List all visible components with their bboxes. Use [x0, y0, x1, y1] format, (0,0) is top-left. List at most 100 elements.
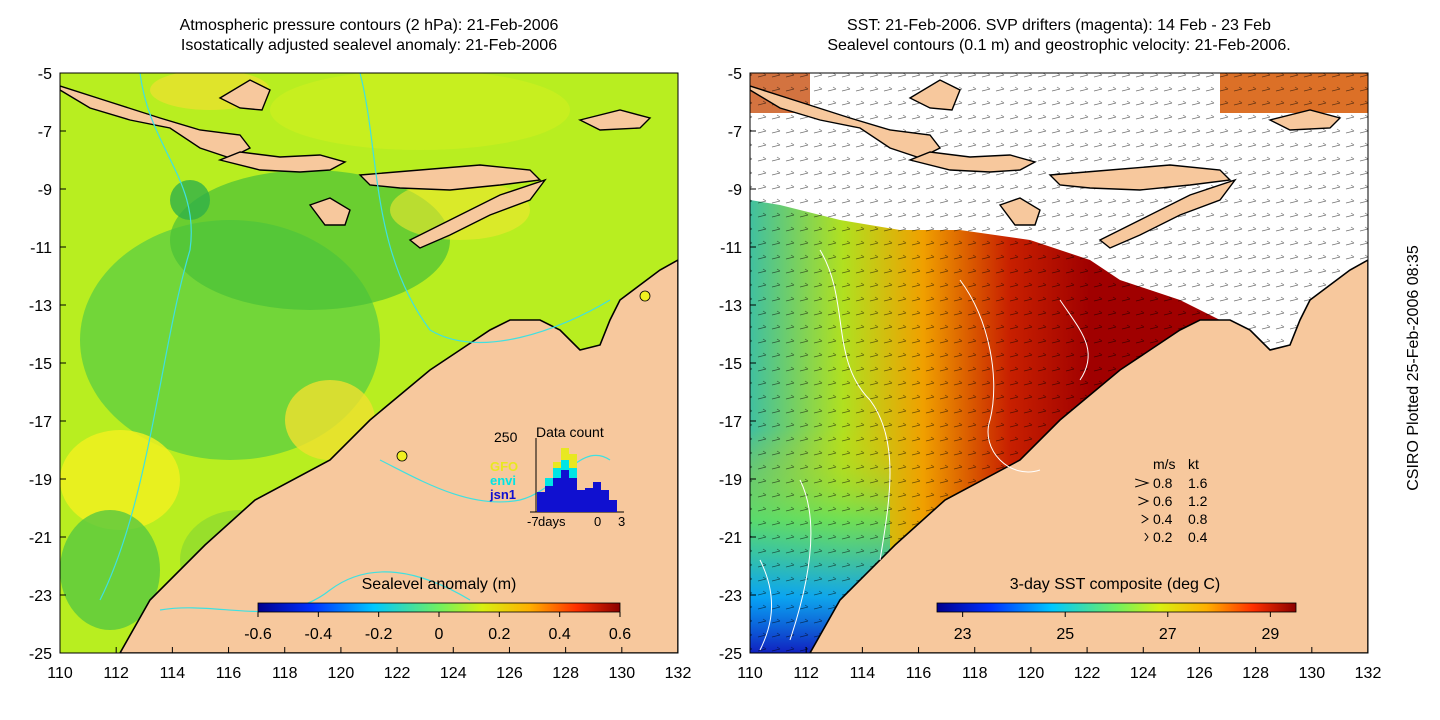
left-xtick-label: 112: [103, 665, 129, 682]
right-axes: 110 112 114 116 118 120 122 124 126 128 130 132 -5 -7…: [719, 66, 1382, 682]
inset-xtick-min: -7: [527, 514, 539, 529]
right-xtick-label: 120: [1018, 665, 1045, 682]
velocity-arrow-icon: [1138, 496, 1150, 506]
ssh-colorbar-tick-label: 0: [435, 626, 444, 643]
inset-xtick-zero: 0: [594, 514, 601, 529]
velocity-legend-ms: 0.8: [1153, 475, 1173, 491]
left-ytick-label: -9: [38, 182, 52, 199]
right-panel-title: SST: 21-Feb-2006. SVP drifters (magenta)…: [750, 16, 1368, 56]
right-ytick-label: -9: [728, 182, 742, 199]
data-count-inset: Data count 250 GFO envi jsn1 -7: [489, 424, 625, 529]
left-xtick-label: 132: [665, 665, 692, 682]
pressure-contours: [99, 73, 611, 613]
right-xtick-label: 124: [1130, 665, 1157, 682]
right-ytick-label: -5: [728, 66, 742, 83]
ssh-colorbar: Sealevel anomaly (m) -0.6 -0.4 -0.2 0 0.2 0.4…: [244, 576, 631, 643]
right-xtick-label: 112: [793, 665, 819, 682]
inset-xtick-max: 3: [618, 514, 625, 529]
sst-colorbar: 3-day SST composite (deg C) 23 25 27 29: [936, 576, 1297, 643]
indonesian-islands-right: [750, 79, 1342, 249]
left-axes: 110 112 114 116 118 120 122 124 126 128 130 132 -5 -7…: [29, 66, 692, 682]
right-xtick-label: 130: [1298, 665, 1325, 682]
right-title-line2: Sealevel contours (0.1 m) and geostrophi…: [827, 37, 1291, 54]
right-xtick-label: 122: [1074, 665, 1101, 682]
velocity-legend-kt: 0.4: [1188, 529, 1208, 545]
right-ytick-label: -17: [719, 414, 742, 431]
right-ytick-label: -11: [720, 240, 742, 257]
australia-land-right: [809, 259, 1368, 653]
inset-legend-gfo: GFO: [490, 459, 518, 474]
right-ytick-label: -15: [719, 356, 742, 373]
velocity-legend-kt: 1.2: [1188, 493, 1208, 509]
ssh-colorbar-tick-label: 0.4: [549, 626, 571, 643]
right-xtick-label: 126: [1186, 665, 1213, 682]
left-ytick-label: -7: [38, 124, 52, 141]
ssh-colorbar-ramp: [257, 602, 621, 613]
left-ytick-label: -5: [38, 66, 52, 83]
left-xtick-label: 128: [552, 665, 579, 682]
left-ytick-label: -17: [29, 414, 52, 431]
velocity-legend-header-kt: kt: [1188, 456, 1199, 472]
sst-colorbar-label: 3-day SST composite (deg C): [1010, 576, 1220, 593]
sst-colorbar-tick-label: 25: [1056, 626, 1074, 643]
sst-colorbar-tick-label: 29: [1261, 626, 1279, 643]
velocity-legend-rows: 0.8 1.6 0.6 1.2 0.4 0.8 0.2 0.4: [1135, 475, 1208, 545]
sst-colorbar-tick-label: 27: [1159, 626, 1177, 643]
right-title-line1: SST: 21-Feb-2006. SVP drifters (magenta)…: [847, 17, 1271, 34]
plot-timestamp: CSIRO Plotted 25-Feb-2006 08:35: [1405, 245, 1422, 491]
right-map-panel: [750, 73, 1368, 653]
left-ytick-label: -19: [29, 472, 52, 489]
right-ytick-label: -21: [719, 530, 742, 547]
velocity-arrow-icon: [1135, 478, 1150, 488]
velocity-arrow-icon: [1144, 532, 1149, 542]
left-ytick-label: -23: [29, 588, 52, 605]
right-xtick-label: 132: [1355, 665, 1382, 682]
left-ytick-label: -25: [29, 646, 52, 663]
inset-ymax: 250: [494, 429, 518, 445]
left-xtick-label: 124: [440, 665, 467, 682]
right-xtick-label: 118: [962, 665, 988, 682]
left-title-line1: Atmospheric pressure contours (2 hPa): 2…: [179, 17, 559, 34]
ssh-colorbar-tick-label: 0.2: [488, 626, 510, 643]
velocity-arrow-icon: [1141, 514, 1149, 524]
velocity-legend-ms: 0.4: [1153, 511, 1173, 527]
velocity-legend-header-ms: m/s: [1153, 456, 1176, 472]
right-ytick-label: -19: [719, 472, 742, 489]
sst-colorbar-ramp: [936, 602, 1297, 613]
left-panel-title: Atmospheric pressure contours (2 hPa): 2…: [60, 16, 678, 56]
left-ytick-label: -11: [30, 240, 52, 257]
ssh-colorbar-tick-label: -0.2: [365, 626, 393, 643]
left-ytick-label: -21: [29, 530, 52, 547]
inset-title: Data count: [536, 424, 604, 440]
right-ytick-label: -23: [719, 588, 742, 605]
left-map-panel: [60, 73, 678, 653]
inset-bars: [537, 448, 617, 512]
sealevel-contours: [759, 249, 1089, 651]
sst-colorbar-ticks: 23 25 27 29: [954, 612, 1279, 643]
inset-legend-jsn1: jsn1: [489, 487, 516, 502]
right-ytick-label: -25: [719, 646, 742, 663]
ssh-colorbar-tick-label: 0.6: [609, 626, 631, 643]
velocity-legend-ms: 0.6: [1153, 493, 1173, 509]
velocity-legend-kt: 1.6: [1188, 475, 1208, 491]
inset-xlabel: days: [538, 514, 566, 529]
ssh-colorbar-tick-label: -0.6: [244, 626, 272, 643]
left-xtick-label: 126: [496, 665, 523, 682]
velocity-legend-kt: 0.8: [1188, 511, 1208, 527]
left-xtick-label: 110: [47, 665, 73, 682]
ssh-colorbar-ticks: -0.6 -0.4 -0.2 0 0.2 0.4 0.6: [244, 612, 631, 643]
left-xtick-label: 122: [384, 665, 411, 682]
velocity-legend: m/s kt 0.8 1.6 0.6 1.2 0.4 0.8 0.2 0.4: [1135, 456, 1208, 545]
left-ytick-label: -15: [29, 356, 52, 373]
right-xtick-label: 128: [1242, 665, 1269, 682]
left-xtick-label: 120: [328, 665, 355, 682]
ssh-colorbar-label: Sealevel anomaly (m): [362, 576, 517, 593]
left-xtick-label: 130: [608, 665, 635, 682]
indonesian-islands: [60, 79, 652, 249]
right-ytick-label: -7: [728, 124, 742, 141]
right-xtick-label: 114: [850, 665, 876, 682]
left-xtick-label: 114: [160, 665, 186, 682]
right-ytick-label: -13: [719, 298, 742, 315]
inset-legend-envi: envi: [490, 473, 516, 488]
